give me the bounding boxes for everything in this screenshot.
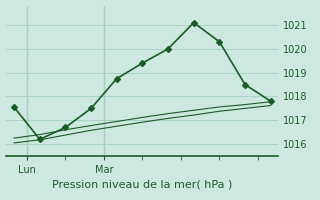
X-axis label: Pression niveau de la mer( hPa ): Pression niveau de la mer( hPa ): [52, 179, 233, 189]
